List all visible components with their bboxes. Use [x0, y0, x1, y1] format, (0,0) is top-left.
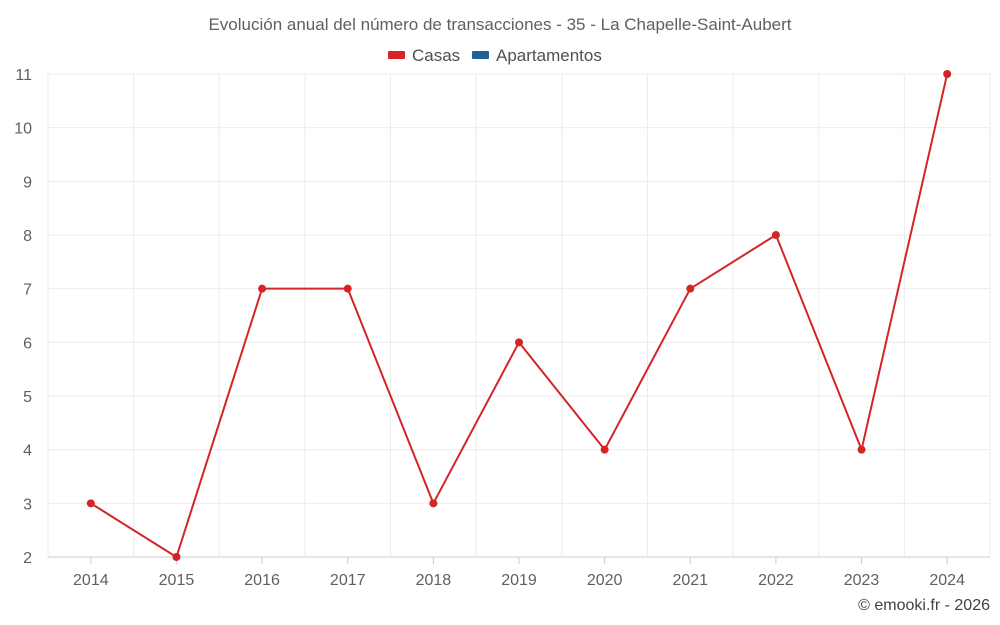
legend-swatch-apartamentos — [472, 51, 489, 59]
y-gridlines — [48, 73, 990, 504]
legend: Casas Apartamentos — [388, 46, 602, 65]
x-tick-label: 2018 — [416, 572, 452, 589]
data-point-casas[interactable] — [686, 284, 695, 293]
x-tick-label: 2014 — [73, 572, 109, 589]
y-tick-label: 9 — [23, 174, 32, 191]
legend-swatch-casas — [388, 51, 405, 59]
y-tick-label: 7 — [23, 282, 32, 299]
data-point-casas[interactable] — [172, 553, 181, 561]
data-point-casas[interactable] — [343, 284, 352, 293]
y-tick-label: 5 — [23, 389, 32, 406]
x-tick-label: 2019 — [501, 572, 537, 589]
y-tick-label: 2 — [23, 550, 32, 567]
y-tick-label: 11 — [15, 67, 32, 84]
x-tick-label: 2024 — [929, 572, 965, 589]
data-point-casas[interactable] — [600, 445, 609, 454]
legend-item-apartamentos[interactable]: Apartamentos — [472, 46, 602, 65]
x-tick-label: 2023 — [844, 572, 880, 589]
series-layer — [86, 70, 952, 561]
data-point-casas[interactable] — [258, 284, 267, 293]
legend-label-casas: Casas — [412, 46, 460, 65]
y-tick-label: 4 — [23, 443, 32, 460]
data-point-casas[interactable] — [857, 445, 866, 454]
data-point-casas[interactable] — [943, 70, 952, 78]
x-tick-label: 2022 — [758, 572, 794, 589]
data-point-casas[interactable] — [429, 499, 438, 508]
y-tick-label: 10 — [14, 121, 32, 138]
x-tick-label: 2020 — [587, 572, 623, 589]
credit-text: © emooki.fr - 2026 — [858, 597, 990, 614]
y-tick-label: 3 — [23, 496, 32, 513]
data-point-casas[interactable] — [515, 338, 523, 347]
x-axis-ticks: 2014 2015 2016 2017 2018 2019 2020 2021 2022 2023… — [73, 557, 965, 589]
chart-title: Evolución anual del número de transaccio… — [208, 15, 791, 34]
x-tick-label: 2021 — [672, 572, 708, 589]
x-tick-label: 2017 — [330, 572, 366, 589]
x-tick-label: 2015 — [159, 572, 195, 589]
data-point-casas[interactable] — [771, 231, 780, 239]
x-gridlines — [47, 74, 991, 557]
y-tick-label: 6 — [23, 335, 32, 352]
legend-item-casas[interactable]: Casas — [388, 46, 460, 65]
x-tick-label: 2016 — [244, 572, 280, 589]
y-axis-ticks: 2 3 4 5 6 7 8 9 10 11 — [14, 67, 32, 567]
data-point-casas[interactable] — [86, 499, 95, 508]
legend-label-apartamentos: Apartamentos — [496, 46, 602, 65]
y-tick-label: 8 — [23, 228, 32, 245]
